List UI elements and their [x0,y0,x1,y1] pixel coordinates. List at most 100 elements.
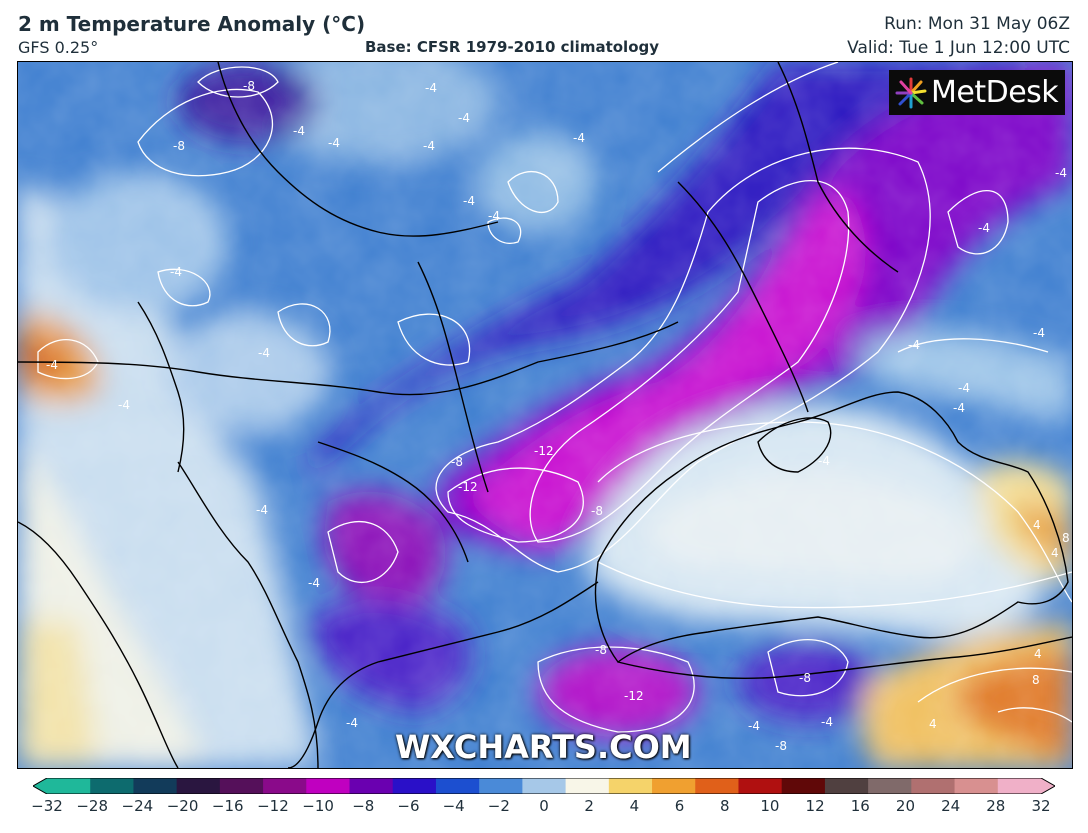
colorbar-segment [695,778,740,794]
logo-text: MetDesk [931,75,1059,110]
base-climatology-label: Base: CFSR 1979-2010 climatology [365,38,660,56]
colorbar-tick-label: −2 [487,797,510,815]
contour-label: -4 [46,358,58,372]
colorbar-segment [435,778,480,794]
contour-label: -8 [591,504,603,518]
contour-label: -4 [258,346,270,360]
colorbar-segment [392,778,437,794]
contour-label: 4 [1034,647,1042,661]
contour-label: 8 [1062,531,1070,545]
contour-label: -4 [908,338,920,352]
colorbar [33,778,1055,794]
colorbar-tick-label: −10 [302,797,334,815]
metdesk-logo: MetDesk [889,70,1065,115]
map-svg: -8 -8 -4 -4 -4 -4 -4 -4 -4 -4 -4 -4 -4 -… [18,62,1072,768]
contour-label: 4 [929,717,937,731]
colorbar-segment [738,778,783,794]
colorbar-tick-label: −16 [211,797,244,815]
contour-label: -4 [118,398,130,412]
contour-label: -4 [463,194,475,208]
contour-label: -4 [821,715,833,729]
colorbar-tick-label: 20 [895,797,915,815]
colorbar-segment [349,778,394,794]
colorbar-segment [997,778,1042,794]
colorbar-segment [47,778,91,794]
colorbar-segments [33,778,1055,794]
colorbar-segment [565,778,610,794]
contour-label: -4 [1055,166,1067,180]
colorbar-tick-label: 28 [986,797,1006,815]
coastlines [18,62,1072,768]
run-time-label: Run: Mon 31 May 06Z [884,14,1070,34]
contour-label: -12 [458,480,478,494]
contour-label: -4 [818,454,830,468]
contour-label: -12 [624,689,644,703]
contour-label: -4 [573,131,585,145]
colorbar-tick-label: 10 [760,797,780,815]
contour-label: -4 [748,719,760,733]
contour-label: -4 [170,265,182,279]
contour-label: -4 [958,381,970,395]
contour-label: -4 [488,209,500,223]
valid-time-label: Valid: Tue 1 Jun 12:00 UTC [847,38,1070,58]
colorbar-segment [522,778,567,794]
colorbar-tick-label: 0 [539,797,549,815]
colorbar-tick-label: 8 [719,797,730,815]
colorbar-tick-label: 32 [1031,797,1051,815]
colorbar-tick-label: 12 [805,797,825,815]
contour-label: -12 [534,444,554,458]
colorbar-segment [306,778,351,794]
anomaly-map: -8 -8 -4 -4 -4 -4 -4 -4 -4 -4 -4 -4 -4 -… [17,61,1073,769]
colorbar-segment [824,778,869,794]
contour-label: -4 [458,111,470,125]
colorbar-segment [90,778,135,794]
model-label: GFS 0.25° [18,38,99,57]
contour-label: -4 [953,401,965,415]
contour-label-group: -8 -8 -4 -4 -4 -4 -4 -4 -4 -4 -4 -4 -4 -… [46,79,1070,753]
colorbar-segment [652,778,696,794]
contour-label: -8 [451,455,463,469]
chart-title: 2 m Temperature Anomaly (°C) [18,12,366,36]
contour-label: 4 [1033,518,1041,532]
colorbar-segment [176,778,221,794]
colorbar-segment [868,778,912,794]
field-texture [18,62,1072,768]
colorbar-tick-label: −24 [121,797,154,815]
logo-burst-icon [895,77,927,109]
colorbar-min-arrow [33,778,47,794]
colorbar-segment [911,778,956,794]
colorbar-segment [954,778,999,794]
colorbar-max-arrow [1041,778,1055,794]
contour-lines [37,62,1072,733]
contour-label: -4 [346,716,358,730]
colorbar-segment [608,778,653,794]
contour-label: 8 [1032,673,1040,687]
contour-label: -8 [775,739,787,753]
contour-label: -8 [799,671,811,685]
contour-label: -4 [425,81,437,95]
colorbar-tick-label: −8 [352,797,375,815]
colorbar-segment [219,778,264,794]
colorbar-segment [263,778,307,794]
contour-label: -8 [173,139,185,153]
colorbar-segment [479,778,523,794]
contour-label: -8 [595,643,607,657]
colorbar-tick-label: −28 [76,797,108,815]
contour-label: -4 [978,221,990,235]
colorbar-segment [781,778,826,794]
colorbar-tick-label: 24 [941,797,961,815]
contour-label: -4 [293,124,305,138]
colorbar-tick-label: −32 [31,797,63,815]
colorbar-tick-label: 6 [674,797,685,815]
contour-label: -4 [256,503,268,517]
contour-label: -4 [308,576,320,590]
contour-label: -8 [243,79,255,93]
colorbar-tick-label: −12 [257,797,289,815]
colorbar-tick-label: 4 [629,797,640,815]
colorbar-tick-label: 2 [584,797,594,815]
colorbar-tick-label: 16 [850,797,870,815]
contour-label: -4 [328,136,340,150]
contour-label: -4 [1033,326,1045,340]
colorbar-tick-label: −20 [166,797,199,815]
watermark: WXCHARTS.COM [395,728,692,766]
